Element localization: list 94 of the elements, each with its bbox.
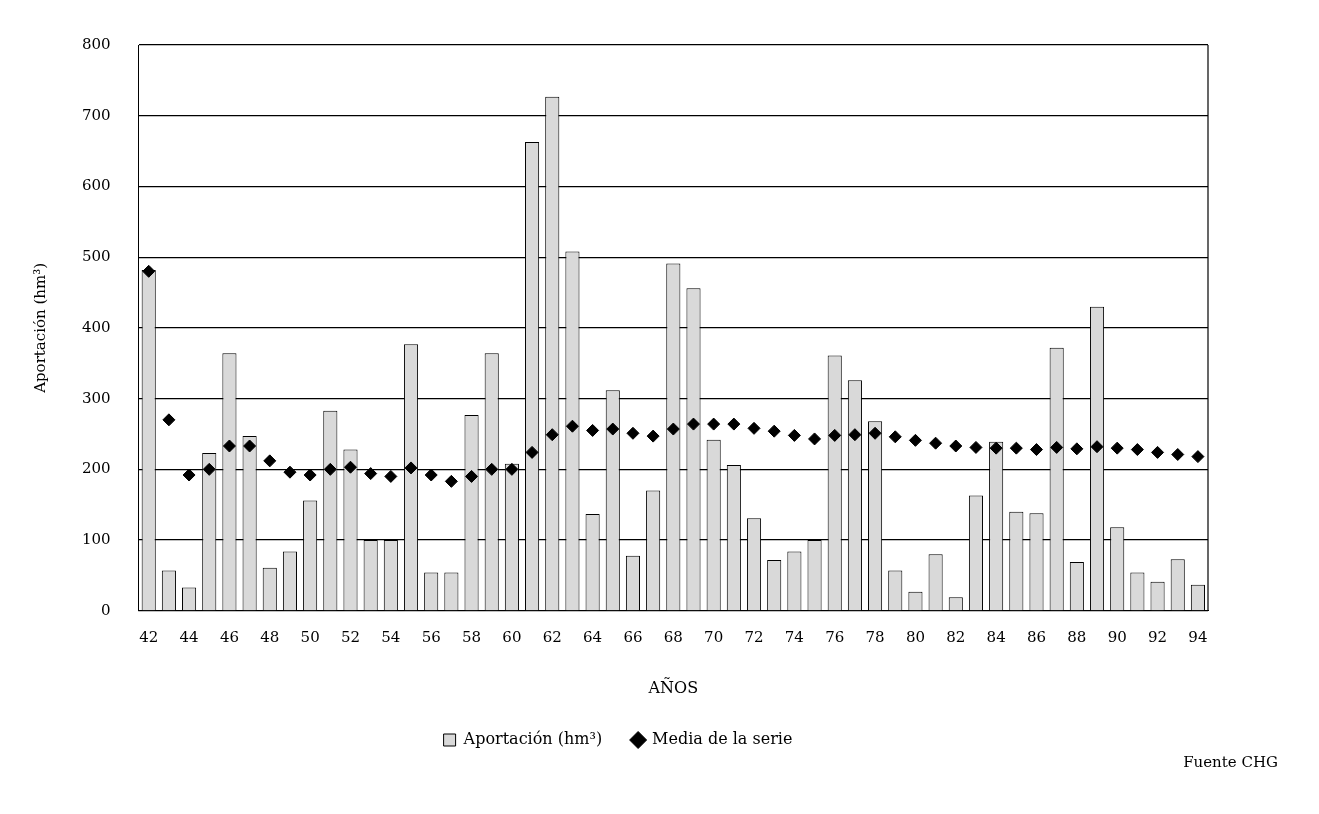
y-tick-label: 200 xyxy=(81,459,111,478)
point xyxy=(222,439,236,453)
point xyxy=(162,413,176,427)
x-tick-label: 92 xyxy=(1148,627,1168,646)
point xyxy=(303,468,317,482)
point xyxy=(808,432,822,446)
point xyxy=(1151,445,1165,459)
legend-label: Aportación (hm³) xyxy=(462,729,603,749)
x-tick-label: 64 xyxy=(583,627,603,646)
x-tick-label: 58 xyxy=(462,627,482,646)
point xyxy=(142,264,156,278)
point xyxy=(606,422,620,436)
x-tick-label: 90 xyxy=(1107,627,1127,646)
point xyxy=(888,430,902,444)
point xyxy=(343,460,357,474)
x-tick-label: 54 xyxy=(381,627,401,646)
point xyxy=(1110,441,1124,455)
y-tick-label: 100 xyxy=(81,529,111,548)
point xyxy=(1090,440,1104,454)
point xyxy=(707,417,721,431)
point xyxy=(1191,450,1205,464)
point xyxy=(182,468,196,482)
x-tick-label: 76 xyxy=(825,627,845,646)
point xyxy=(828,428,842,442)
point xyxy=(666,422,680,436)
point xyxy=(949,439,963,453)
x-tick-label: 72 xyxy=(744,627,764,646)
x-tick-label: 50 xyxy=(300,627,320,646)
y-tick-label: 800 xyxy=(81,34,111,53)
point xyxy=(384,469,398,483)
point xyxy=(505,462,519,476)
point xyxy=(283,465,297,479)
point xyxy=(444,474,458,488)
x-tick-label: 78 xyxy=(865,627,885,646)
x-tick-label: 52 xyxy=(340,627,361,646)
point xyxy=(525,445,539,459)
x-tick-label: 56 xyxy=(421,627,441,646)
x-axis-title: AÑOS xyxy=(647,676,699,697)
point xyxy=(485,462,499,476)
y-tick-label: 400 xyxy=(81,317,111,336)
point xyxy=(323,462,337,476)
x-tick-label: 48 xyxy=(260,627,280,646)
x-tick-label: 94 xyxy=(1188,627,1208,646)
x-tick-label: 86 xyxy=(1026,627,1047,646)
point xyxy=(565,419,579,433)
y-tick-label: 0 xyxy=(101,600,111,619)
point xyxy=(908,433,922,447)
point xyxy=(646,429,660,443)
point xyxy=(868,426,882,440)
y-tick-label: 700 xyxy=(81,105,111,124)
point xyxy=(465,469,479,483)
x-tick-label: 70 xyxy=(704,627,724,646)
point xyxy=(787,428,801,442)
point xyxy=(727,417,741,431)
x-tick-label: 68 xyxy=(663,627,683,646)
point xyxy=(747,421,761,435)
point xyxy=(586,423,600,437)
x-tick-label: 74 xyxy=(784,627,804,646)
point xyxy=(767,424,781,438)
x-tick-label: 84 xyxy=(986,627,1006,646)
point xyxy=(202,462,216,476)
y-axis-title: Aportación (hm³) xyxy=(30,262,49,394)
x-tick-label: 44 xyxy=(179,627,199,646)
legend-label: Media de la serie xyxy=(652,729,793,749)
point xyxy=(404,461,418,475)
point xyxy=(545,428,559,442)
point xyxy=(626,426,640,440)
x-tick-label: 62 xyxy=(542,627,562,646)
point xyxy=(848,428,862,442)
x-tick-label: 80 xyxy=(905,627,925,646)
point xyxy=(243,439,257,453)
point xyxy=(364,467,378,481)
x-tick-label: 82 xyxy=(946,627,966,646)
point xyxy=(424,468,438,482)
y-tick-label: 500 xyxy=(81,247,111,266)
point xyxy=(1030,443,1043,457)
point xyxy=(1171,448,1185,461)
x-tick-label: 88 xyxy=(1067,627,1087,646)
x-tick-label: 46 xyxy=(219,627,239,646)
point xyxy=(1130,443,1144,457)
point xyxy=(969,440,983,454)
y-tick-label: 600 xyxy=(81,176,111,195)
point xyxy=(1009,441,1023,455)
x-tick-label: 42 xyxy=(139,627,159,646)
x-tick-label: 60 xyxy=(502,627,522,646)
point xyxy=(263,454,277,468)
point xyxy=(686,417,700,431)
point xyxy=(1050,440,1064,454)
source-note: Fuente CHG xyxy=(1183,753,1278,771)
x-tick-label: 66 xyxy=(623,627,643,646)
point xyxy=(1070,442,1084,456)
y-tick-label: 300 xyxy=(81,388,111,407)
point xyxy=(989,441,1003,455)
point xyxy=(929,436,943,450)
